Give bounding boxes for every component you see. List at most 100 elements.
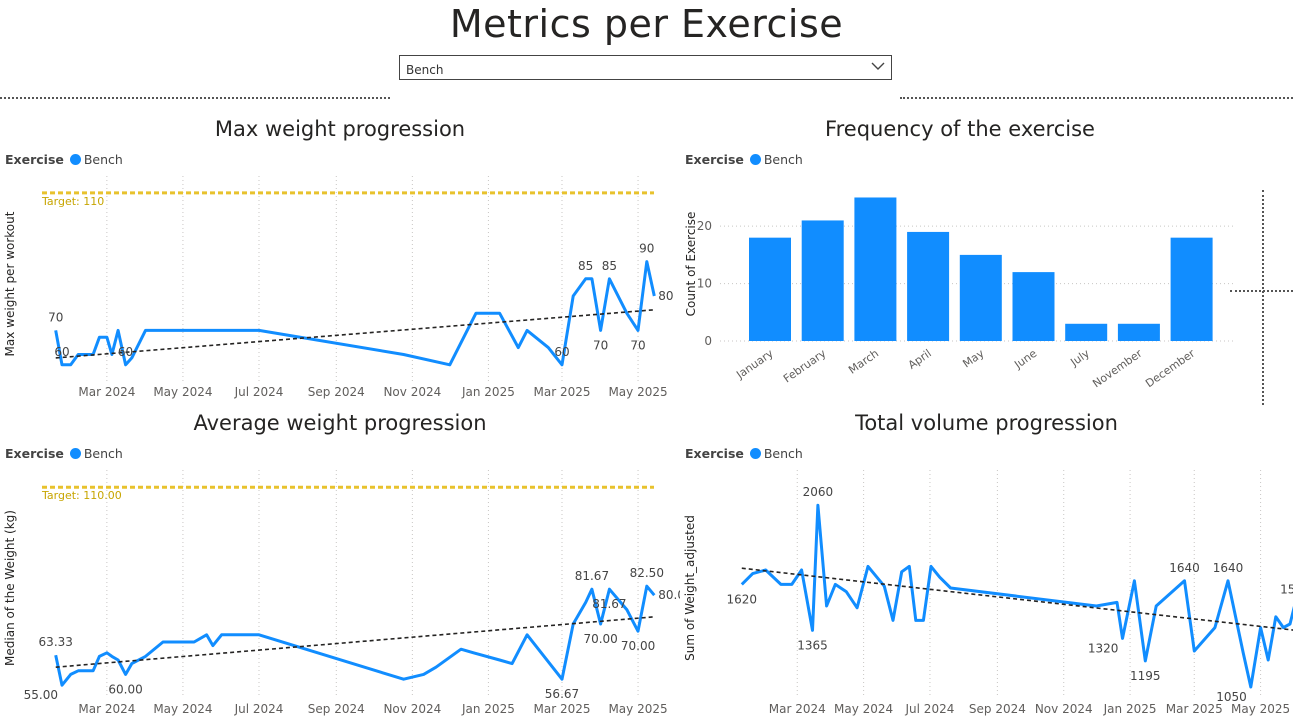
legend[interactable]: Exercise Bench [685, 152, 803, 167]
y-tick-label: 10 [697, 277, 712, 291]
exercise-slicer[interactable]: Bench [399, 55, 892, 80]
x-tick-label: May 2024 [153, 385, 212, 399]
x-tick-label: Jan 2025 [461, 385, 515, 399]
x-tick-label: Mar 2024 [78, 702, 135, 716]
bar-april [907, 231, 950, 341]
series-line-bench [54, 584, 656, 687]
frequency-panel: Frequency of the exercise Exercise Bench … [680, 112, 1240, 412]
legend-marker-icon [69, 448, 81, 459]
data-label: 60 [54, 345, 69, 359]
bar-may [959, 254, 1002, 341]
x-tick-label: Jul 2024 [905, 702, 955, 716]
x-tick-label: March [846, 347, 881, 377]
trend-line [741, 567, 1293, 631]
x-tick-label: May 2025 [608, 702, 667, 716]
x-tick-label: November [1090, 347, 1145, 391]
avg-weight-chart[interactable]: Mar 2024 May 2024 Jul 2024 Sep 2024 Nov 2024… [0, 406, 680, 727]
target-label: Target: 110.00 [41, 489, 122, 502]
legend-marker-icon [69, 154, 81, 165]
trend-line [55, 308, 655, 359]
x-tick-label: May 2025 [608, 385, 667, 399]
x-tick-label: Nov 2024 [383, 385, 441, 399]
legend-entry[interactable]: Bench [763, 152, 803, 167]
panel-title: Average weight progression [193, 411, 487, 435]
data-label: 2060 [803, 485, 834, 499]
total-volume-chart[interactable]: Mar 2024 May 2024 Jul 2024 Sep 2024 Nov 2024… [680, 406, 1293, 727]
bar-june [1012, 272, 1055, 341]
bar-february [801, 220, 844, 341]
bar-march [854, 197, 897, 341]
data-label: 90 [639, 242, 654, 256]
data-label: 60 [554, 345, 569, 359]
data-label: 56.67 [545, 687, 579, 701]
bar-december [1170, 237, 1213, 341]
data-label: 1365 [797, 638, 828, 652]
bar-january [749, 237, 791, 341]
data-label: 1050 [1216, 690, 1247, 704]
trend-line [55, 616, 655, 668]
x-tick-label: February [781, 347, 829, 386]
data-label: 1620 [727, 592, 758, 606]
x-tick-label: Jan 2025 [1103, 702, 1157, 716]
x-tick-label: Nov 2024 [383, 702, 441, 716]
series-line-bench [54, 260, 656, 367]
x-tick-label: Nov 2024 [1035, 702, 1093, 716]
x-tick-label: Jul 2024 [234, 385, 284, 399]
panel-title: Frequency of the exercise [825, 117, 1095, 141]
data-label: 1640 [1169, 561, 1200, 575]
data-label: 85 [602, 259, 617, 273]
x-tick-label: Jan 2025 [461, 702, 515, 716]
data-label: 1640 [1213, 561, 1244, 575]
bar-july [1065, 323, 1108, 341]
data-label: 80 [658, 289, 673, 303]
data-label: 60 [118, 345, 133, 359]
chevron-down-icon[interactable] [871, 59, 885, 73]
legend[interactable]: Exercise Bench [5, 446, 123, 461]
data-label: 70 [630, 338, 645, 352]
page-title: Metrics per Exercise [449, 2, 844, 46]
separator-mid [1230, 290, 1293, 292]
bar-november [1117, 323, 1160, 341]
x-tick-label: Sep 2024 [308, 385, 365, 399]
avg-weight-panel: Average weight progression Exercise Bench… [0, 406, 680, 727]
data-label: 80.00 [658, 588, 680, 602]
data-label: 81.67 [575, 569, 609, 583]
legend-title: Exercise [685, 446, 744, 461]
y-tick-label: 20 [697, 219, 712, 233]
data-label: 70 [48, 310, 63, 324]
x-tick-label: January [733, 347, 776, 382]
legend[interactable]: Exercise Bench [685, 446, 803, 461]
y-axis-title: Median of the Weight (kg) [3, 510, 17, 666]
data-label: 70 [593, 338, 608, 352]
x-tick-label: July [1067, 347, 1092, 370]
panel-title: Total volume progression [855, 411, 1118, 435]
data-label: 82.50 [630, 566, 664, 580]
legend-title: Exercise [5, 152, 64, 167]
x-tick-label: Mar 2024 [78, 385, 135, 399]
separator-vertical [1262, 190, 1264, 405]
x-tick-label: Mar 2024 [769, 702, 826, 716]
x-tick-label: May [960, 347, 986, 371]
x-tick-label: Mar 2025 [533, 385, 590, 399]
max-weight-chart[interactable]: Mar 2024 May 2024 Jul 2024 Sep 2024 Nov 2024… [0, 112, 680, 412]
x-tick-label: December [1143, 347, 1198, 391]
x-tick-label: May 2024 [153, 702, 212, 716]
slicer-selected-value: Bench [406, 63, 444, 77]
x-tick-label: Mar 2025 [533, 702, 590, 716]
data-label: 70.00 [583, 632, 617, 646]
max-weight-panel: Max weight progression Exercise Bench Mar… [0, 112, 680, 412]
y-axis-title: Count of Exercise [684, 212, 698, 317]
legend-entry[interactable]: Bench [83, 446, 123, 461]
data-label: 63.33 [39, 635, 73, 649]
legend[interactable]: Exercise Bench [5, 152, 123, 167]
panel-title: Max weight progression [214, 117, 466, 141]
data-label: 1520 [1280, 582, 1293, 596]
data-label: 85 [578, 259, 593, 273]
legend-entry[interactable]: Bench [763, 446, 803, 461]
separator-right [900, 97, 1293, 99]
x-tick-label: Mar 2025 [1166, 702, 1223, 716]
series-line-bench [740, 503, 1293, 689]
legend-entry[interactable]: Bench [83, 152, 123, 167]
x-tick-label: May 2025 [1231, 702, 1290, 716]
